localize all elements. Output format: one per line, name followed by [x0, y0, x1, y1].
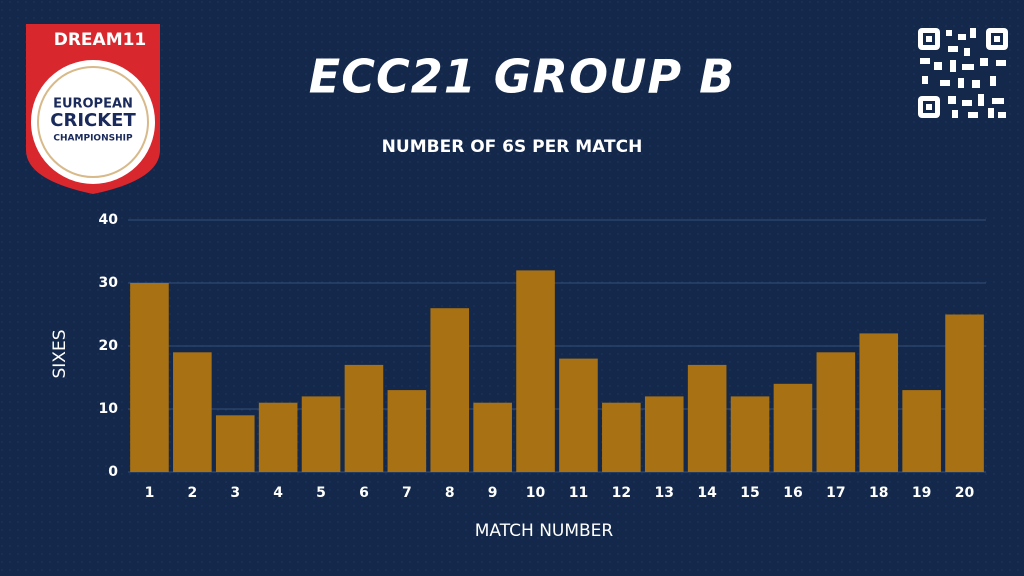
- x-tick-label: 10: [526, 485, 546, 501]
- x-axis-label: MATCH NUMBER: [475, 521, 614, 541]
- y-axis-label: SIXES: [50, 330, 70, 379]
- bar: [644, 396, 684, 472]
- x-tick-label: 2: [187, 485, 197, 501]
- bar: [516, 270, 555, 472]
- x-tick-label: 3: [230, 485, 240, 501]
- bar: [258, 402, 298, 472]
- bar: [559, 358, 598, 472]
- y-tick-label: 40: [99, 212, 119, 228]
- logo-ring: [37, 66, 149, 178]
- x-tick-label: 16: [783, 485, 802, 501]
- x-tick-label: 13: [655, 485, 674, 501]
- bar: [430, 308, 470, 472]
- bar: [773, 383, 813, 472]
- bar: [687, 364, 727, 472]
- x-tick-label: 14: [697, 485, 717, 501]
- x-tick-label: 8: [445, 485, 455, 501]
- logo: DREAM11 EUROPEAN CRICKET CHAMPIONSHIP: [26, 24, 160, 194]
- logo-line: EUROPEAN: [53, 97, 133, 112]
- bar: [215, 415, 255, 472]
- x-tick-label: 20: [955, 485, 975, 501]
- bar: [602, 402, 641, 472]
- y-tick-label: 0: [108, 464, 118, 480]
- bar: [816, 352, 856, 472]
- x-tick-label: 18: [869, 485, 888, 501]
- x-tick-label: 12: [612, 485, 631, 501]
- chart-title: ECC21 GROUP B: [309, 50, 735, 104]
- bar: [945, 314, 984, 472]
- logo-line: CHAMPIONSHIP: [53, 134, 133, 144]
- y-tick-label: 20: [99, 338, 119, 354]
- y-tick-label: 10: [99, 401, 119, 417]
- bar: [473, 402, 512, 472]
- y-tick-label: 30: [99, 275, 119, 291]
- x-tick-label: 6: [359, 485, 369, 501]
- x-tick-label: 19: [912, 485, 931, 501]
- x-tick-label: 1: [145, 485, 155, 501]
- logo-circle: [31, 60, 155, 184]
- bar: [387, 390, 427, 472]
- bar: [730, 396, 770, 472]
- x-tick-label: 5: [316, 485, 326, 501]
- bar: [173, 352, 212, 472]
- x-tick-label: 9: [488, 485, 498, 501]
- bar: [902, 390, 941, 472]
- logo-brand: DREAM11: [54, 30, 147, 50]
- qr-code: [918, 28, 1008, 118]
- x-tick-label: 15: [740, 485, 759, 501]
- x-tick-label: 17: [826, 485, 845, 501]
- bar: [130, 283, 169, 472]
- bar: [344, 364, 384, 472]
- chart-subtitle: NUMBER OF 6S PER MATCH: [382, 137, 643, 157]
- x-tick-label: 4: [273, 485, 283, 501]
- x-tick-label: 11: [569, 485, 588, 501]
- bar: [859, 333, 899, 472]
- bar: [301, 396, 341, 472]
- x-tick-label: 7: [402, 485, 412, 501]
- logo-line: CRICKET: [50, 110, 136, 131]
